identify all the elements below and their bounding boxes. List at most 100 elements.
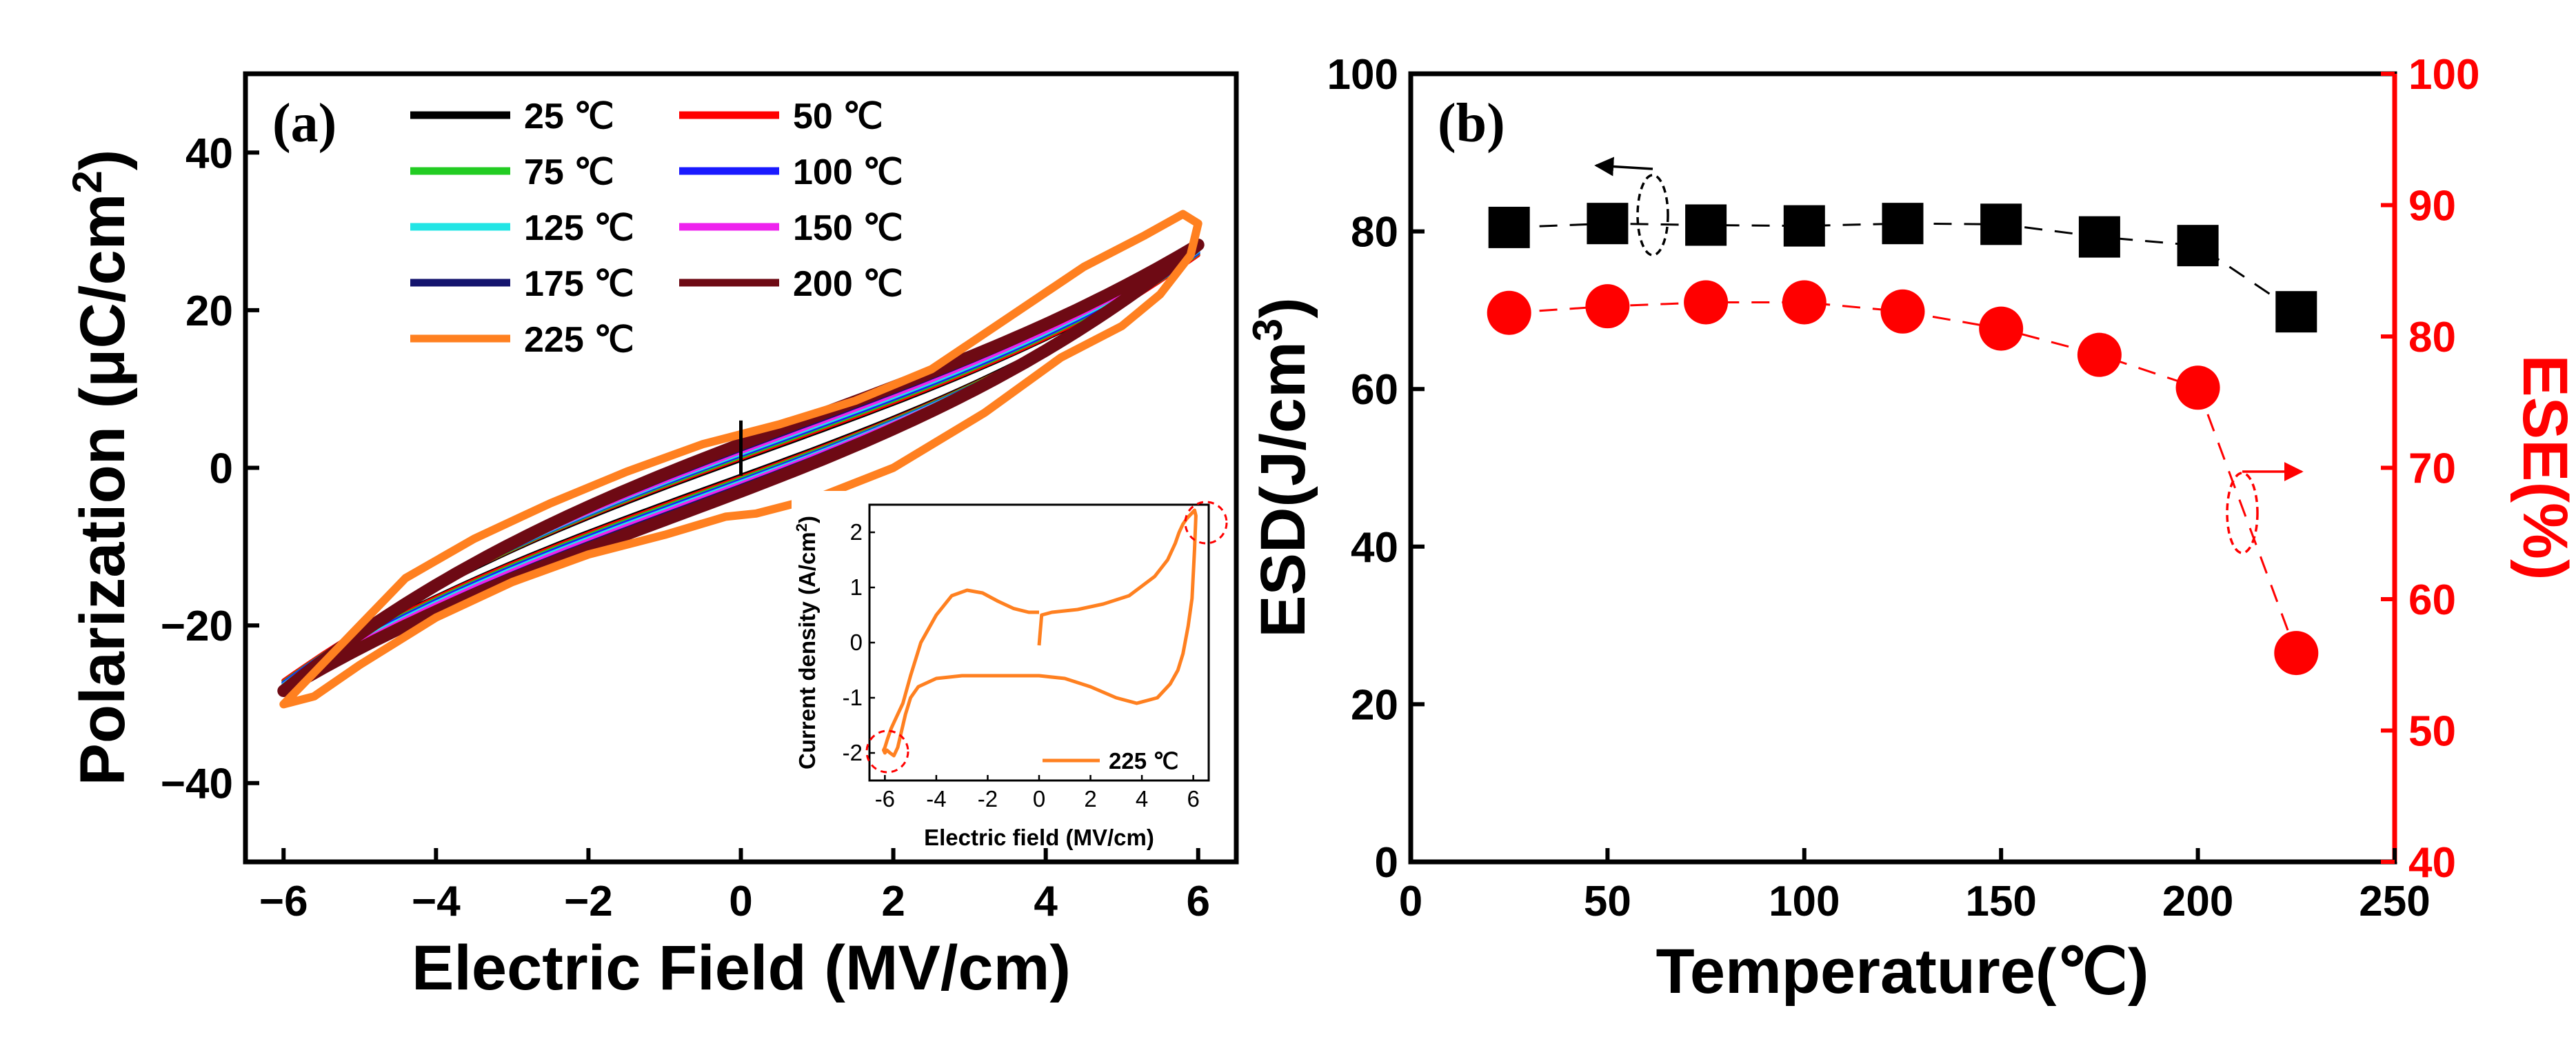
y-tick-label: 20 [185,288,233,335]
esd-point [1488,206,1530,248]
inset-y-tick-label: 0 [850,630,863,655]
inset-ylabel: Current density (A/cm2) [793,516,821,769]
legend-label: 175 ℃ [524,264,634,304]
legend-label: 75 ℃ [524,152,614,192]
panel-b-frame [1408,71,2397,865]
inset-xlabel: Electric field (MV/cm) [924,825,1154,850]
b-y-left-tick-label: 40 [1351,524,1398,572]
pe-loops [277,210,1205,709]
inset-y-tick-label: 2 [850,519,863,545]
b-y-right-tick-label: 100 [2408,51,2479,99]
b-x-tick-label: 200 [2162,878,2233,925]
b-y-right-tick-label: 70 [2408,445,2456,493]
b-y-left-tick-label: 100 [1327,51,1398,99]
ese-point [1684,280,1729,325]
ese-point [1487,290,1531,335]
b-y-left-tick-label: 20 [1351,681,1398,729]
esd-point [1685,204,1727,246]
panel-b: 0 50 100 150 200 250 0 20 40 60 80 100 40 50 60 70 80 90 1… [1245,51,2576,1007]
ese-point [2077,332,2122,377]
b-y-right-tick-label: 60 [2408,576,2456,624]
inset-x-tick-label: 2 [1084,786,1096,812]
inset-highlight-circle-high [1184,501,1228,545]
b-x-tick-label: 0 [1399,878,1422,925]
legend-label: 100 ℃ [793,152,903,192]
panel-a-label: (a) [272,93,336,154]
x-tick-label: 6 [1186,878,1209,925]
legend-label: 125 ℃ [524,208,634,248]
inset-current-line [882,508,1198,758]
esd-axis-ellipse [1636,174,1669,256]
legend-label: 50 ℃ [793,97,883,137]
x-tick-label: −2 [564,878,613,925]
inset-x-tick-label: 0 [1033,786,1045,812]
esd-point [1783,205,1825,247]
inset-y-tick-label: 1 [850,574,863,600]
inset-y-tick-label: -1 [843,685,863,710]
b-x-tick-label: 150 [1965,878,2036,925]
inset-y-tick-label: -2 [843,740,863,765]
ese-point [2274,631,2319,676]
ese-point [2175,365,2220,410]
b-y-right-tick-label: 80 [2408,314,2456,361]
x-tick-label: 4 [1034,878,1058,925]
y-tick-label: 0 [210,445,233,493]
inset-x-tick-label: 4 [1136,786,1148,812]
inset-background [792,491,1222,841]
y-tick-label: 40 [185,130,233,177]
x-tick-label: −4 [412,878,461,925]
inset-legend-label: 225 ℃ [1109,748,1178,774]
inset-ticks: -6 -4 -2 0 2 4 6 -2 -1 0 1 2 [843,519,1200,812]
esd-point [1587,203,1629,245]
inset-highlight-circle-low [865,729,909,774]
legend-label: 150 ℃ [793,208,903,248]
panel-a-legend: 25 ℃ 50 ℃ 75 ℃ 100 ℃ 125 ℃ 150 ℃ 175 ℃ 200 ℃ 225… [410,97,903,360]
esd-point [2275,291,2317,333]
panel-b-label: (b) [1438,93,1505,154]
esd-point [2177,225,2219,267]
legend-label: 225 ℃ [524,320,634,360]
b-y-right-tick-label: 90 [2408,183,2456,230]
ese-axis-ellipse [2226,472,2259,554]
ese-point [1880,289,1925,334]
x-tick-label: 2 [881,878,905,925]
b-y-left-tick-label: 80 [1351,209,1398,256]
inset-x-tick-label: -6 [875,786,895,812]
ese-point [1979,306,2024,351]
panel-b-ylabel-left: ESD(J/cm3) [1245,297,1319,638]
inset-x-tick-label: -2 [978,786,998,812]
ese-line [1509,301,2297,654]
x-tick-label: −6 [259,878,308,925]
panel-b-series [1487,203,2319,676]
b-y-right-tick-label: 40 [2408,839,2456,887]
pe-loop-225c [279,210,1203,709]
b-y-right-tick-label: 50 [2408,708,2456,756]
esd-point [2078,216,2120,258]
esd-point [1980,203,2022,245]
panel-b-ticks: 0 50 100 150 200 250 0 20 40 60 80 100 40 50 60 70 80 90 1… [1327,51,2480,925]
panel-b-ylabel-right: ESE(%) [2510,354,2576,580]
y-tick-label: −20 [161,603,233,650]
legend-label: 25 ℃ [524,97,614,137]
panel-a-ylabel: Polarization (μC/cm2) [64,150,139,786]
ese-point [1585,284,1630,329]
inset-x-tick-label: -4 [926,786,946,812]
esd-line [1509,222,2297,313]
panel-a-xlabel: Electric Field (MV/cm) [412,933,1071,1003]
b-y-left-tick-label: 0 [1375,839,1398,887]
inset-x-tick-label: 6 [1187,786,1199,812]
b-x-tick-label: 50 [1584,878,1631,925]
b-y-left-tick-label: 60 [1351,366,1398,414]
b-x-tick-label: 100 [1769,878,1840,925]
inset-current-curve [882,508,1198,758]
y-tick-label: −40 [161,761,233,808]
esd-point [1882,203,1924,245]
b-x-tick-label: 250 [2359,878,2430,925]
x-tick-label: 0 [729,878,752,925]
esd-axis-arrow [1594,157,1653,177]
panel-b-xlabel: Temperature(℃) [1656,936,2149,1007]
legend-label: 200 ℃ [793,264,903,304]
